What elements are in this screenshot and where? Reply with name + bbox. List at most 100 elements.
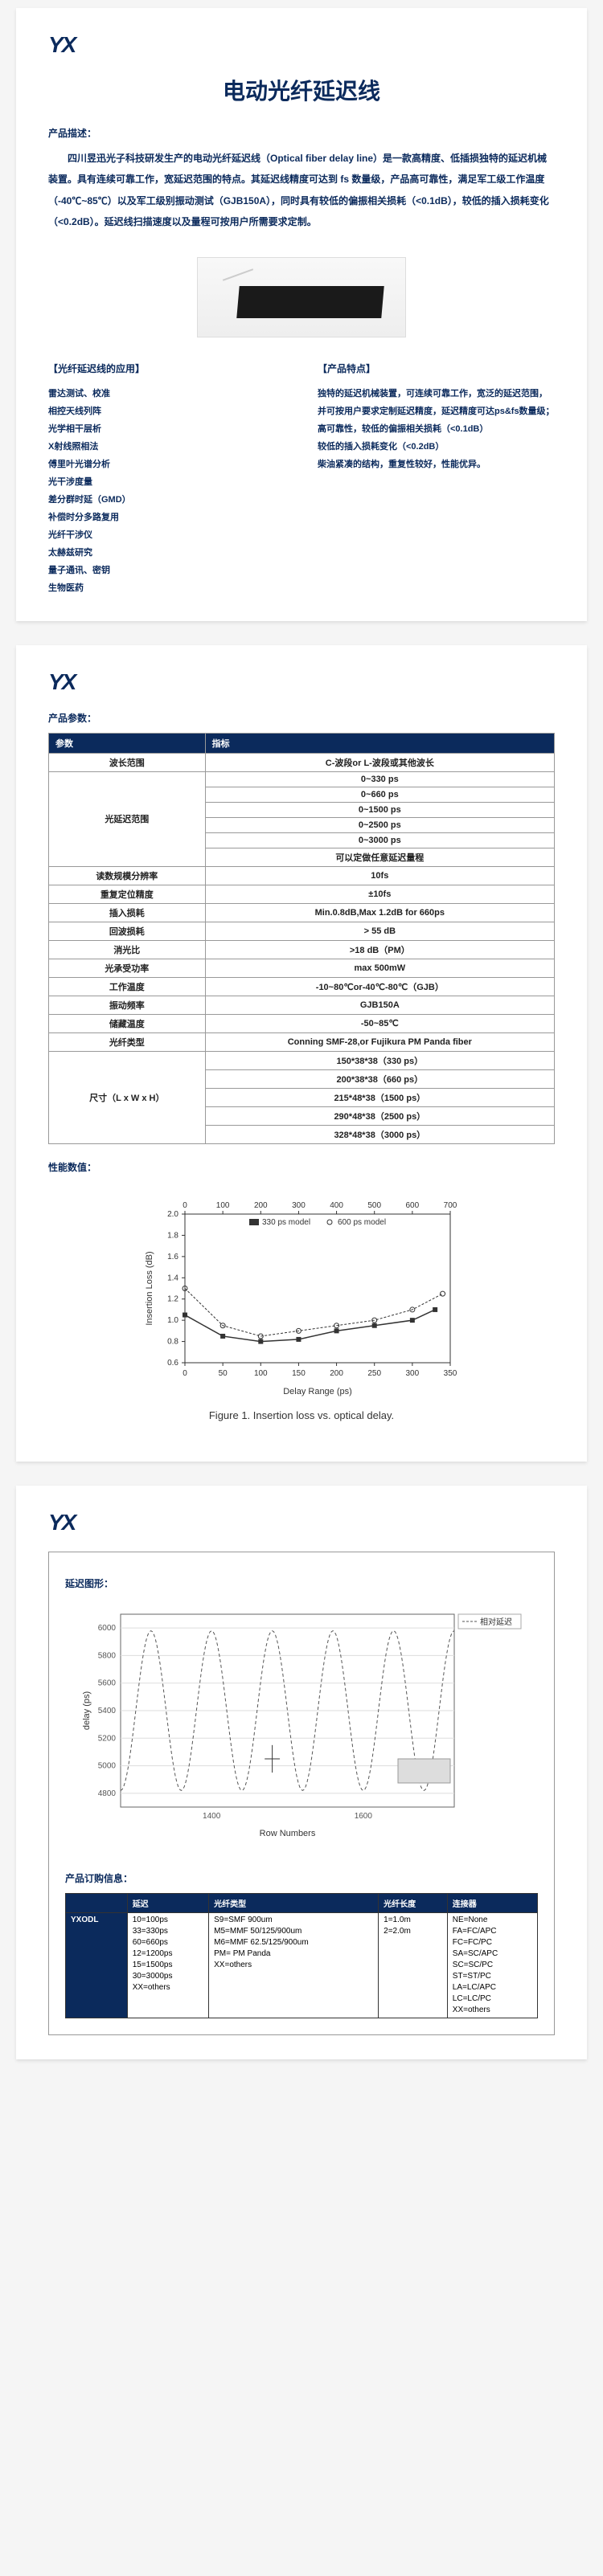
- fiber-tail-graphic: [223, 268, 253, 281]
- param-value: 215*48*38（1500 ps）: [205, 1088, 554, 1106]
- param-key: 工作温度: [49, 977, 206, 996]
- svg-text:Insertion Loss (dB): Insertion Loss (dB): [145, 1251, 154, 1325]
- param-header: 参数: [49, 733, 206, 753]
- param-key: 消光比: [49, 940, 206, 959]
- page-1: YX 电动光纤延迟线 产品描述： 四川昱迅光子科技研发生产的电动光纤延迟线（Op…: [16, 8, 587, 621]
- application-item: 补偿时分多路复用: [48, 509, 285, 526]
- param-key: 读数规模分辨率: [49, 866, 206, 885]
- param-value: 328*48*38（3000 ps）: [205, 1125, 554, 1143]
- svg-text:Delay Range (ps): Delay Range (ps): [283, 1387, 352, 1396]
- svg-text:600 ps model: 600 ps model: [338, 1218, 386, 1227]
- order-label: 产品订购信息：: [65, 1871, 538, 1885]
- svg-text:600: 600: [406, 1201, 420, 1210]
- application-item: 相控天线列阵: [48, 403, 285, 420]
- svg-text:相对延迟: 相对延迟: [480, 1617, 512, 1627]
- svg-text:5600: 5600: [98, 1678, 117, 1687]
- features-column: 【产品特点】 独特的延迟机械装置，可连续可靠工作，宽泛的延迟范围，并可按用户要求…: [318, 362, 555, 597]
- svg-text:5000: 5000: [98, 1761, 117, 1770]
- param-value: 0~2500 ps: [205, 817, 554, 832]
- perf-label: 性能数值：: [48, 1160, 555, 1174]
- param-value: 290*48*38（2500 ps）: [205, 1106, 554, 1125]
- param-key: 光延迟范围: [49, 771, 206, 866]
- param-value: > 55 dB: [205, 922, 554, 940]
- param-value: 0~330 ps: [205, 771, 554, 787]
- param-key: 光纤类型: [49, 1032, 206, 1051]
- svg-text:1600: 1600: [355, 1812, 373, 1821]
- svg-text:5400: 5400: [98, 1707, 117, 1715]
- param-value: -10~80℃or-40℃-80℃（GJB）: [205, 977, 554, 996]
- param-header: 指标: [205, 733, 554, 753]
- logo: YX: [48, 669, 555, 695]
- application-item: 生物医药: [48, 579, 285, 597]
- param-key: 储藏温度: [49, 1014, 206, 1032]
- param-value: 10fs: [205, 866, 554, 885]
- param-value: Conning SMF-28,or Fujikura PM Panda fibe…: [205, 1032, 554, 1051]
- svg-text:150: 150: [292, 1369, 306, 1378]
- svg-text:0: 0: [183, 1369, 187, 1378]
- order-header: 光纤长度: [379, 1893, 448, 1912]
- param-value: 0~1500 ps: [205, 802, 554, 817]
- param-value: C-波段or L-波段或其他波长: [205, 753, 554, 771]
- param-key: 重复定位精度: [49, 885, 206, 903]
- svg-text:0.8: 0.8: [167, 1337, 178, 1346]
- svg-text:1.4: 1.4: [167, 1274, 178, 1282]
- param-value: GJB150A: [205, 996, 554, 1014]
- svg-text:200: 200: [254, 1201, 268, 1210]
- application-item: X射线照相法: [48, 438, 285, 456]
- svg-text:1400: 1400: [203, 1812, 221, 1821]
- chart1-caption: Figure 1. Insertion loss vs. optical del…: [141, 1409, 462, 1421]
- order-lead: YXODL: [66, 1912, 128, 2018]
- param-value: ±10fs: [205, 885, 554, 903]
- svg-text:700: 700: [444, 1201, 457, 1210]
- intro-text: 四川昱迅光子科技研发生产的电动光纤延迟线（Optical fiber delay…: [48, 148, 555, 233]
- svg-text:1.8: 1.8: [167, 1231, 178, 1240]
- param-value: Min.0.8dB,Max 1.2dB for 660ps: [205, 903, 554, 922]
- delay-chart: 480050005200540056005800600014001600Row …: [76, 1598, 527, 1839]
- application-item: 太赫兹研究: [48, 544, 285, 562]
- svg-text:1.2: 1.2: [167, 1294, 178, 1303]
- application-item: 光学相干层析: [48, 420, 285, 438]
- order-table: 延迟光纤类型光纤长度连接器YXODL10=100ps33=330ps60=660…: [65, 1893, 538, 2018]
- logo: YX: [48, 32, 555, 58]
- application-item: 量子通讯、密钥: [48, 562, 285, 579]
- applications-title: 【光纤延迟线的应用】: [48, 362, 285, 375]
- param-key: 尺寸（L x W x H）: [49, 1051, 206, 1143]
- svg-text:0: 0: [183, 1201, 187, 1210]
- logo: YX: [48, 1510, 555, 1535]
- order-header: 连接器: [447, 1893, 537, 1912]
- svg-text:400: 400: [330, 1201, 343, 1210]
- applications-column: 【光纤延迟线的应用】 雷达测试、校准相控天线列阵光学相干层析X射线照相法傅里叶光…: [48, 362, 285, 597]
- doc-title: 电动光纤延迟线: [48, 74, 555, 106]
- feature-item: 高可靠性，较低的偏振相关损耗（<0.1dB）: [318, 420, 555, 438]
- svg-text:100: 100: [216, 1201, 230, 1210]
- param-value: 150*38*38（330 ps）: [205, 1051, 554, 1069]
- application-item: 光纤干涉仪: [48, 526, 285, 544]
- features-title: 【产品特点】: [318, 362, 555, 375]
- application-item: 雷达测试、校准: [48, 385, 285, 403]
- order-cell: 10=100ps33=330ps60=660ps12=1200ps15=1500…: [127, 1912, 208, 2018]
- param-key: 振动频率: [49, 996, 206, 1014]
- svg-text:4800: 4800: [98, 1789, 117, 1797]
- features-list: 独特的延迟机械装置，可连续可靠工作，宽泛的延迟范围，并可按用户要求定制延迟精度，…: [318, 385, 555, 473]
- svg-text:5200: 5200: [98, 1734, 117, 1743]
- params-label: 产品参数：: [48, 711, 555, 725]
- insertion-loss-chart: 0501001502002503003500100200300400500600…: [141, 1190, 462, 1399]
- svg-text:100: 100: [254, 1369, 268, 1378]
- svg-text:300: 300: [292, 1201, 306, 1210]
- param-value: 可以定做任意延迟量程: [205, 848, 554, 866]
- svg-text:50: 50: [219, 1369, 228, 1378]
- params-table: 参数指标波长范围C-波段or L-波段或其他波长光延迟范围0~330 ps0~6…: [48, 733, 555, 1144]
- page3-border: 延迟图形： 4800500052005400560058006000140016…: [48, 1552, 555, 2035]
- order-cell: S9=SMF 900umM5=MMF 50/125/900umM6=MMF 62…: [209, 1912, 379, 2018]
- order-header: 光纤类型: [209, 1893, 379, 1912]
- svg-text:200: 200: [330, 1369, 343, 1378]
- chart1-wrap: 0501001502002503003500100200300400500600…: [141, 1190, 462, 1421]
- param-value: 0~660 ps: [205, 787, 554, 802]
- svg-text:330 ps model: 330 ps model: [262, 1218, 310, 1227]
- two-column-section: 【光纤延迟线的应用】 雷达测试、校准相控天线列阵光学相干层析X射线照相法傅里叶光…: [48, 362, 555, 597]
- svg-text:1.6: 1.6: [167, 1252, 178, 1261]
- param-key: 回波损耗: [49, 922, 206, 940]
- intro-label: 产品描述：: [48, 126, 555, 140]
- order-cell: NE=NoneFA=FC/APCFC=FC/PCSA=SC/APCSC=SC/P…: [447, 1912, 537, 2018]
- svg-text:delay (ps): delay (ps): [82, 1691, 92, 1729]
